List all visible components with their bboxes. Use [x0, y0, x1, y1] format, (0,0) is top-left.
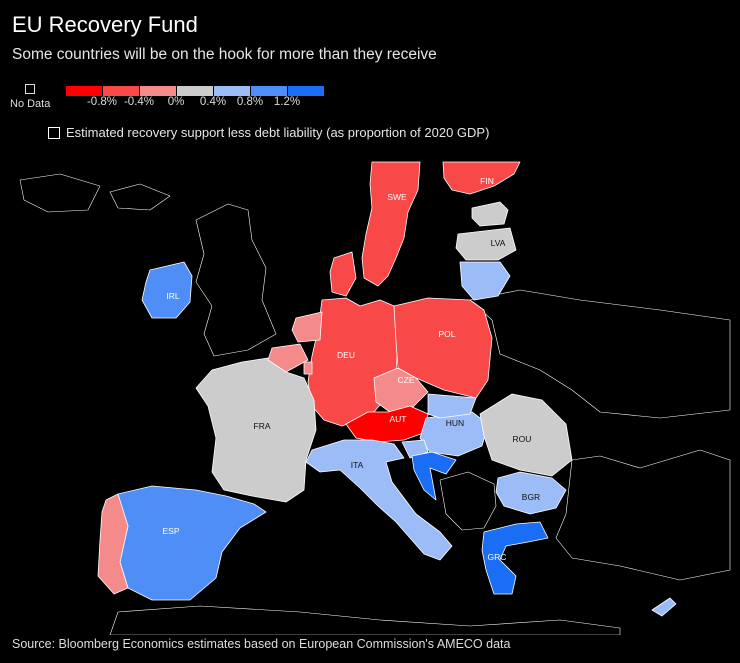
scale-tick-label: 0.8% — [236, 96, 264, 108]
country-label-rou: ROU — [513, 434, 532, 444]
no-data-land — [19, 173, 101, 213]
country-cyp — [651, 597, 677, 617]
no-data-land — [195, 203, 277, 357]
measure-swatch — [48, 127, 60, 139]
scale-tick-label: 1.2% — [273, 96, 301, 108]
country-prt — [97, 493, 129, 595]
country-rou — [479, 393, 573, 477]
no-data-label: No Data — [10, 98, 51, 110]
scale-swatch-6 — [288, 86, 324, 96]
europe-map: SWE FIN LVA IRL DEU POL CZE AUT FRA HUN ROU ITA BGR E… — [19, 161, 731, 635]
scale-swatch-1 — [103, 86, 139, 96]
country-nld — [291, 311, 323, 343]
scale-swatch-5 — [251, 86, 287, 96]
country-label-lva: LVA — [491, 238, 506, 248]
country-fin — [442, 161, 521, 195]
country-svk — [427, 393, 477, 419]
scale-tick-label: 0% — [167, 96, 185, 108]
color-scale — [66, 86, 325, 96]
country-label-pol: POL — [438, 329, 455, 339]
country-bel — [267, 343, 309, 373]
country-label-irl: IRL — [166, 291, 180, 301]
source-note: Source: Bloomberg Economics estimates ba… — [12, 637, 511, 651]
no-data-land — [109, 183, 171, 211]
country-label-deu: DEU — [337, 350, 355, 360]
country-label-hun: HUN — [446, 418, 464, 428]
color-scale-ticks: -0.8% -0.4% 0% 0.4% 0.8% 1.2% — [0, 96, 740, 112]
no-data-land — [555, 449, 731, 581]
country-label-aut: AUT — [390, 414, 407, 424]
scale-swatch-0 — [66, 86, 102, 96]
country-grc — [481, 521, 549, 595]
country-est — [471, 201, 509, 227]
scale-swatch-4 — [214, 86, 250, 96]
country-swe — [361, 161, 421, 287]
no-data-land — [469, 289, 731, 419]
country-svn — [401, 439, 429, 459]
country-pol — [393, 297, 493, 399]
country-label-fra: FRA — [254, 421, 271, 431]
scale-swatch-2 — [140, 86, 176, 96]
no-data-swatch — [25, 84, 35, 94]
country-cze — [373, 367, 429, 413]
country-label-bgr: BGR — [522, 492, 540, 502]
country-label-swe: SWE — [387, 192, 407, 202]
country-label-esp: ESP — [162, 526, 179, 536]
chart-title: EU Recovery Fund — [12, 12, 198, 37]
country-ltu — [459, 261, 511, 301]
country-ita — [305, 439, 453, 561]
scale-tick-label: 0.4% — [199, 96, 227, 108]
country-esp — [115, 485, 267, 601]
country-lux — [303, 361, 313, 375]
chart-subtitle: Some countries will be on the hook for m… — [12, 46, 437, 63]
country-hrv — [411, 451, 457, 501]
no-data-land — [439, 471, 497, 531]
scale-tick-label: -0.8% — [86, 96, 118, 108]
scale-tick-label: -0.4% — [123, 96, 155, 108]
no-data-land — [109, 605, 621, 635]
country-label-fin: FIN — [480, 176, 494, 186]
scale-swatch-3 — [177, 86, 213, 96]
country-label-grc: GRC — [488, 552, 507, 562]
country-irl — [141, 261, 193, 319]
country-dnk — [329, 251, 357, 297]
country-label-ita: ITA — [351, 460, 364, 470]
country-lva — [455, 227, 517, 261]
country-label-cze: CZE — [398, 375, 415, 385]
country-bgr — [495, 471, 567, 515]
measure-label: Estimated recovery support less debt lia… — [66, 125, 490, 140]
